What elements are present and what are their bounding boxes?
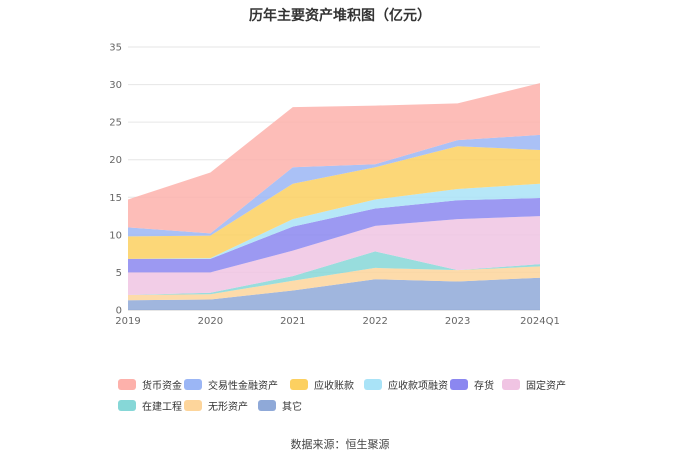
legend-label: 应收账款 xyxy=(314,380,354,392)
x-tick-label: 2021 xyxy=(280,316,305,327)
y-tick-label: 35 xyxy=(109,43,122,54)
area-series-1 xyxy=(128,266,540,301)
legend-label: 在建工程 xyxy=(142,401,182,413)
y-tick-label: 15 xyxy=(109,193,122,204)
x-tick-label: 2020 xyxy=(198,316,223,327)
x-tick-label: 2023 xyxy=(445,316,470,327)
legend-swatch xyxy=(290,378,308,390)
legend-label: 无形资产 xyxy=(208,401,248,413)
area-series-6 xyxy=(128,146,540,259)
y-tick-label: 10 xyxy=(109,230,122,241)
legend-item[interactable]: 交易性金融资产 xyxy=(184,376,278,392)
y-tick-label: 25 xyxy=(109,118,122,129)
y-tick-label: 20 xyxy=(109,155,122,166)
area-series-8 xyxy=(128,83,540,234)
chart-title: 历年主要资产堆积图（亿元） xyxy=(249,8,431,24)
legend-item[interactable]: 其它 xyxy=(258,397,302,413)
legend-label: 交易性金融资产 xyxy=(208,380,278,392)
legend-item[interactable]: 货币资金 xyxy=(118,376,182,392)
legend-swatch xyxy=(184,378,202,390)
area-series-5 xyxy=(128,183,540,259)
x-tick-label: 2024Q1 xyxy=(520,316,560,327)
legend-item[interactable]: 应收账款 xyxy=(290,376,354,392)
legend-swatch xyxy=(118,399,136,411)
legend-label: 货币资金 xyxy=(142,380,182,392)
legend-swatch xyxy=(118,378,136,390)
y-tick-label: 5 xyxy=(116,268,122,279)
x-tick-label: 2022 xyxy=(362,316,387,327)
legend-item[interactable]: 无形资产 xyxy=(184,397,248,413)
legend-swatch xyxy=(184,399,202,411)
legend-label: 固定资产 xyxy=(526,380,566,392)
legend-item[interactable]: 在建工程 xyxy=(118,397,182,413)
area-series-4 xyxy=(128,198,540,273)
legend-label: 应收款项融资 xyxy=(388,380,448,392)
area-series-2 xyxy=(128,251,540,295)
legend-label: 其它 xyxy=(282,401,302,413)
y-tick-label: 30 xyxy=(109,80,122,91)
stacked-area-chart: 0 5 10 15 20 25 30 35 2019 2020 2021 2022 2023 2024Q1 xyxy=(109,43,560,328)
legend-label: 存货 xyxy=(474,380,494,392)
legend-item[interactable]: 应收款项融资 xyxy=(364,376,448,392)
legend-item[interactable]: 固定资产 xyxy=(502,376,566,392)
legend-swatch xyxy=(450,378,468,390)
area-series-0 xyxy=(128,277,540,310)
legend-swatch xyxy=(364,378,382,390)
legend-swatch xyxy=(502,378,520,390)
x-tick-label: 2019 xyxy=(115,316,140,327)
y-tick-label: 0 xyxy=(116,306,122,317)
legend-item[interactable]: 存货 xyxy=(450,376,494,392)
area-series-3 xyxy=(128,216,540,295)
area-series-7 xyxy=(128,134,540,237)
data-source-note: 数据来源：恒生聚源 xyxy=(290,438,390,451)
legend-swatch xyxy=(258,399,276,411)
